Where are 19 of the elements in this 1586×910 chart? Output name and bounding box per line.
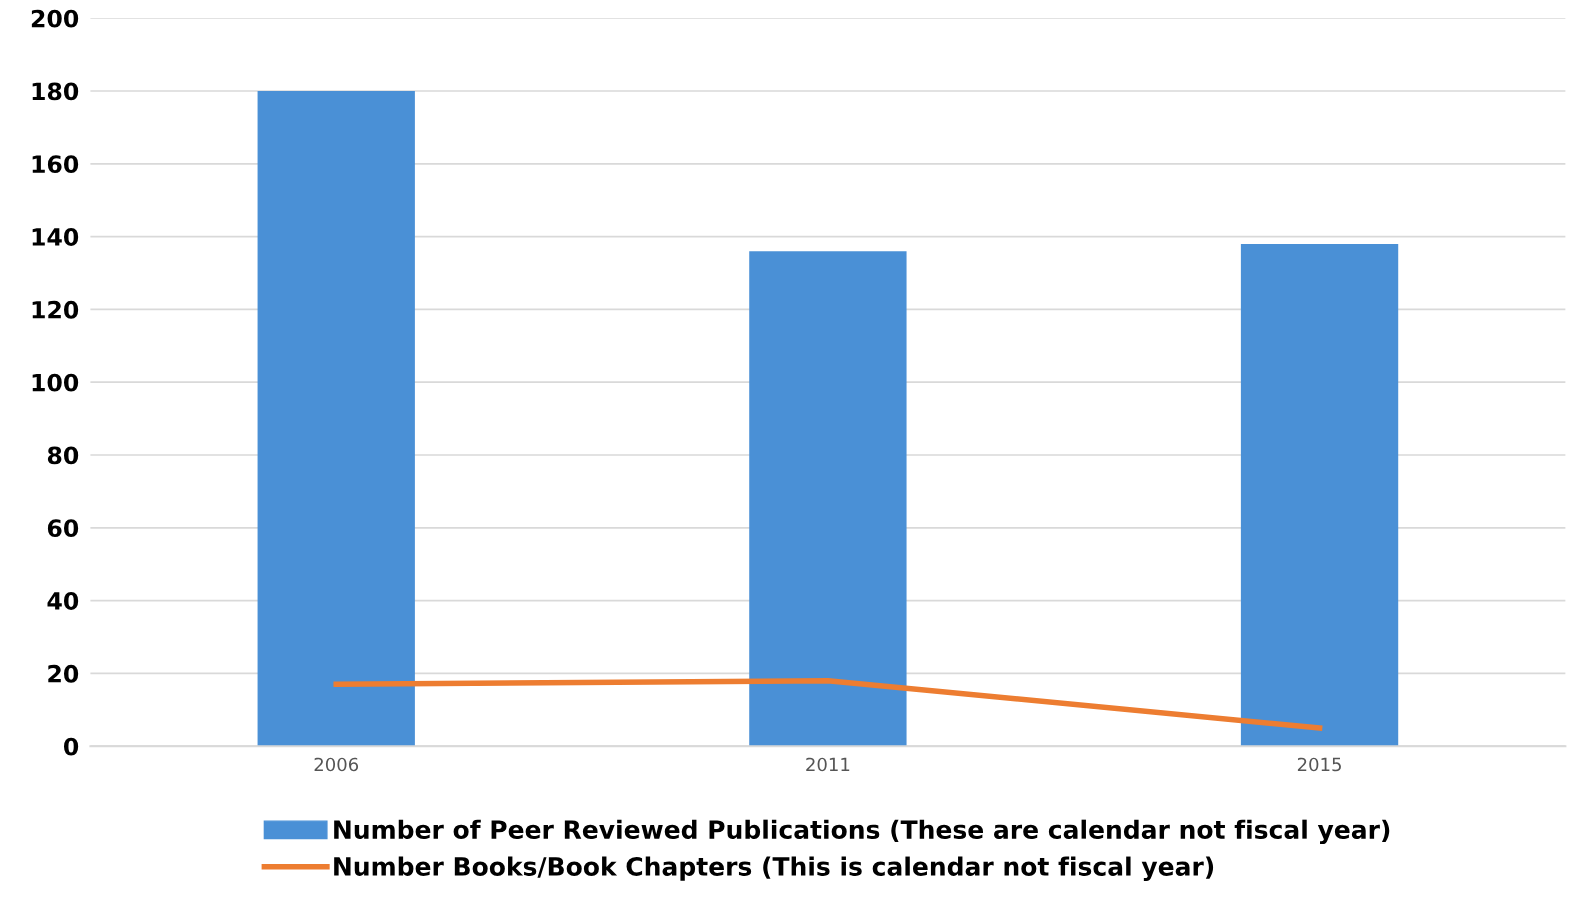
y-tick-label: 200 (31, 9, 79, 28)
y-tick-label: 0 (63, 737, 79, 756)
legend-label: Number of Peer Reviewed Publications (These are calendar not fiscal year) (334, 819, 1390, 845)
bar (749, 251, 907, 747)
y-tick-label: 100 (32, 373, 79, 392)
y-tick-label: 120 (32, 300, 79, 319)
bar (1240, 243, 1399, 747)
y-tick-label: 20 (48, 664, 79, 683)
legend-label: Number Books/Book Chapters (This is calendar not fiscal year) (334, 856, 1214, 881)
y-tick-label: 60 (47, 519, 79, 538)
x-tick-label: 2006 (314, 757, 359, 772)
y-tick-label: 40 (47, 592, 79, 610)
x-tick-label: 2011 (806, 757, 850, 772)
bar (257, 91, 415, 747)
y-tick-label: 160 (32, 155, 79, 174)
y-tick-label: 80 (47, 446, 79, 465)
y-tick-label: 180 (32, 82, 79, 101)
y-tick-label: 140 (32, 228, 79, 246)
x-tick-label: 2015 (1297, 757, 1341, 772)
